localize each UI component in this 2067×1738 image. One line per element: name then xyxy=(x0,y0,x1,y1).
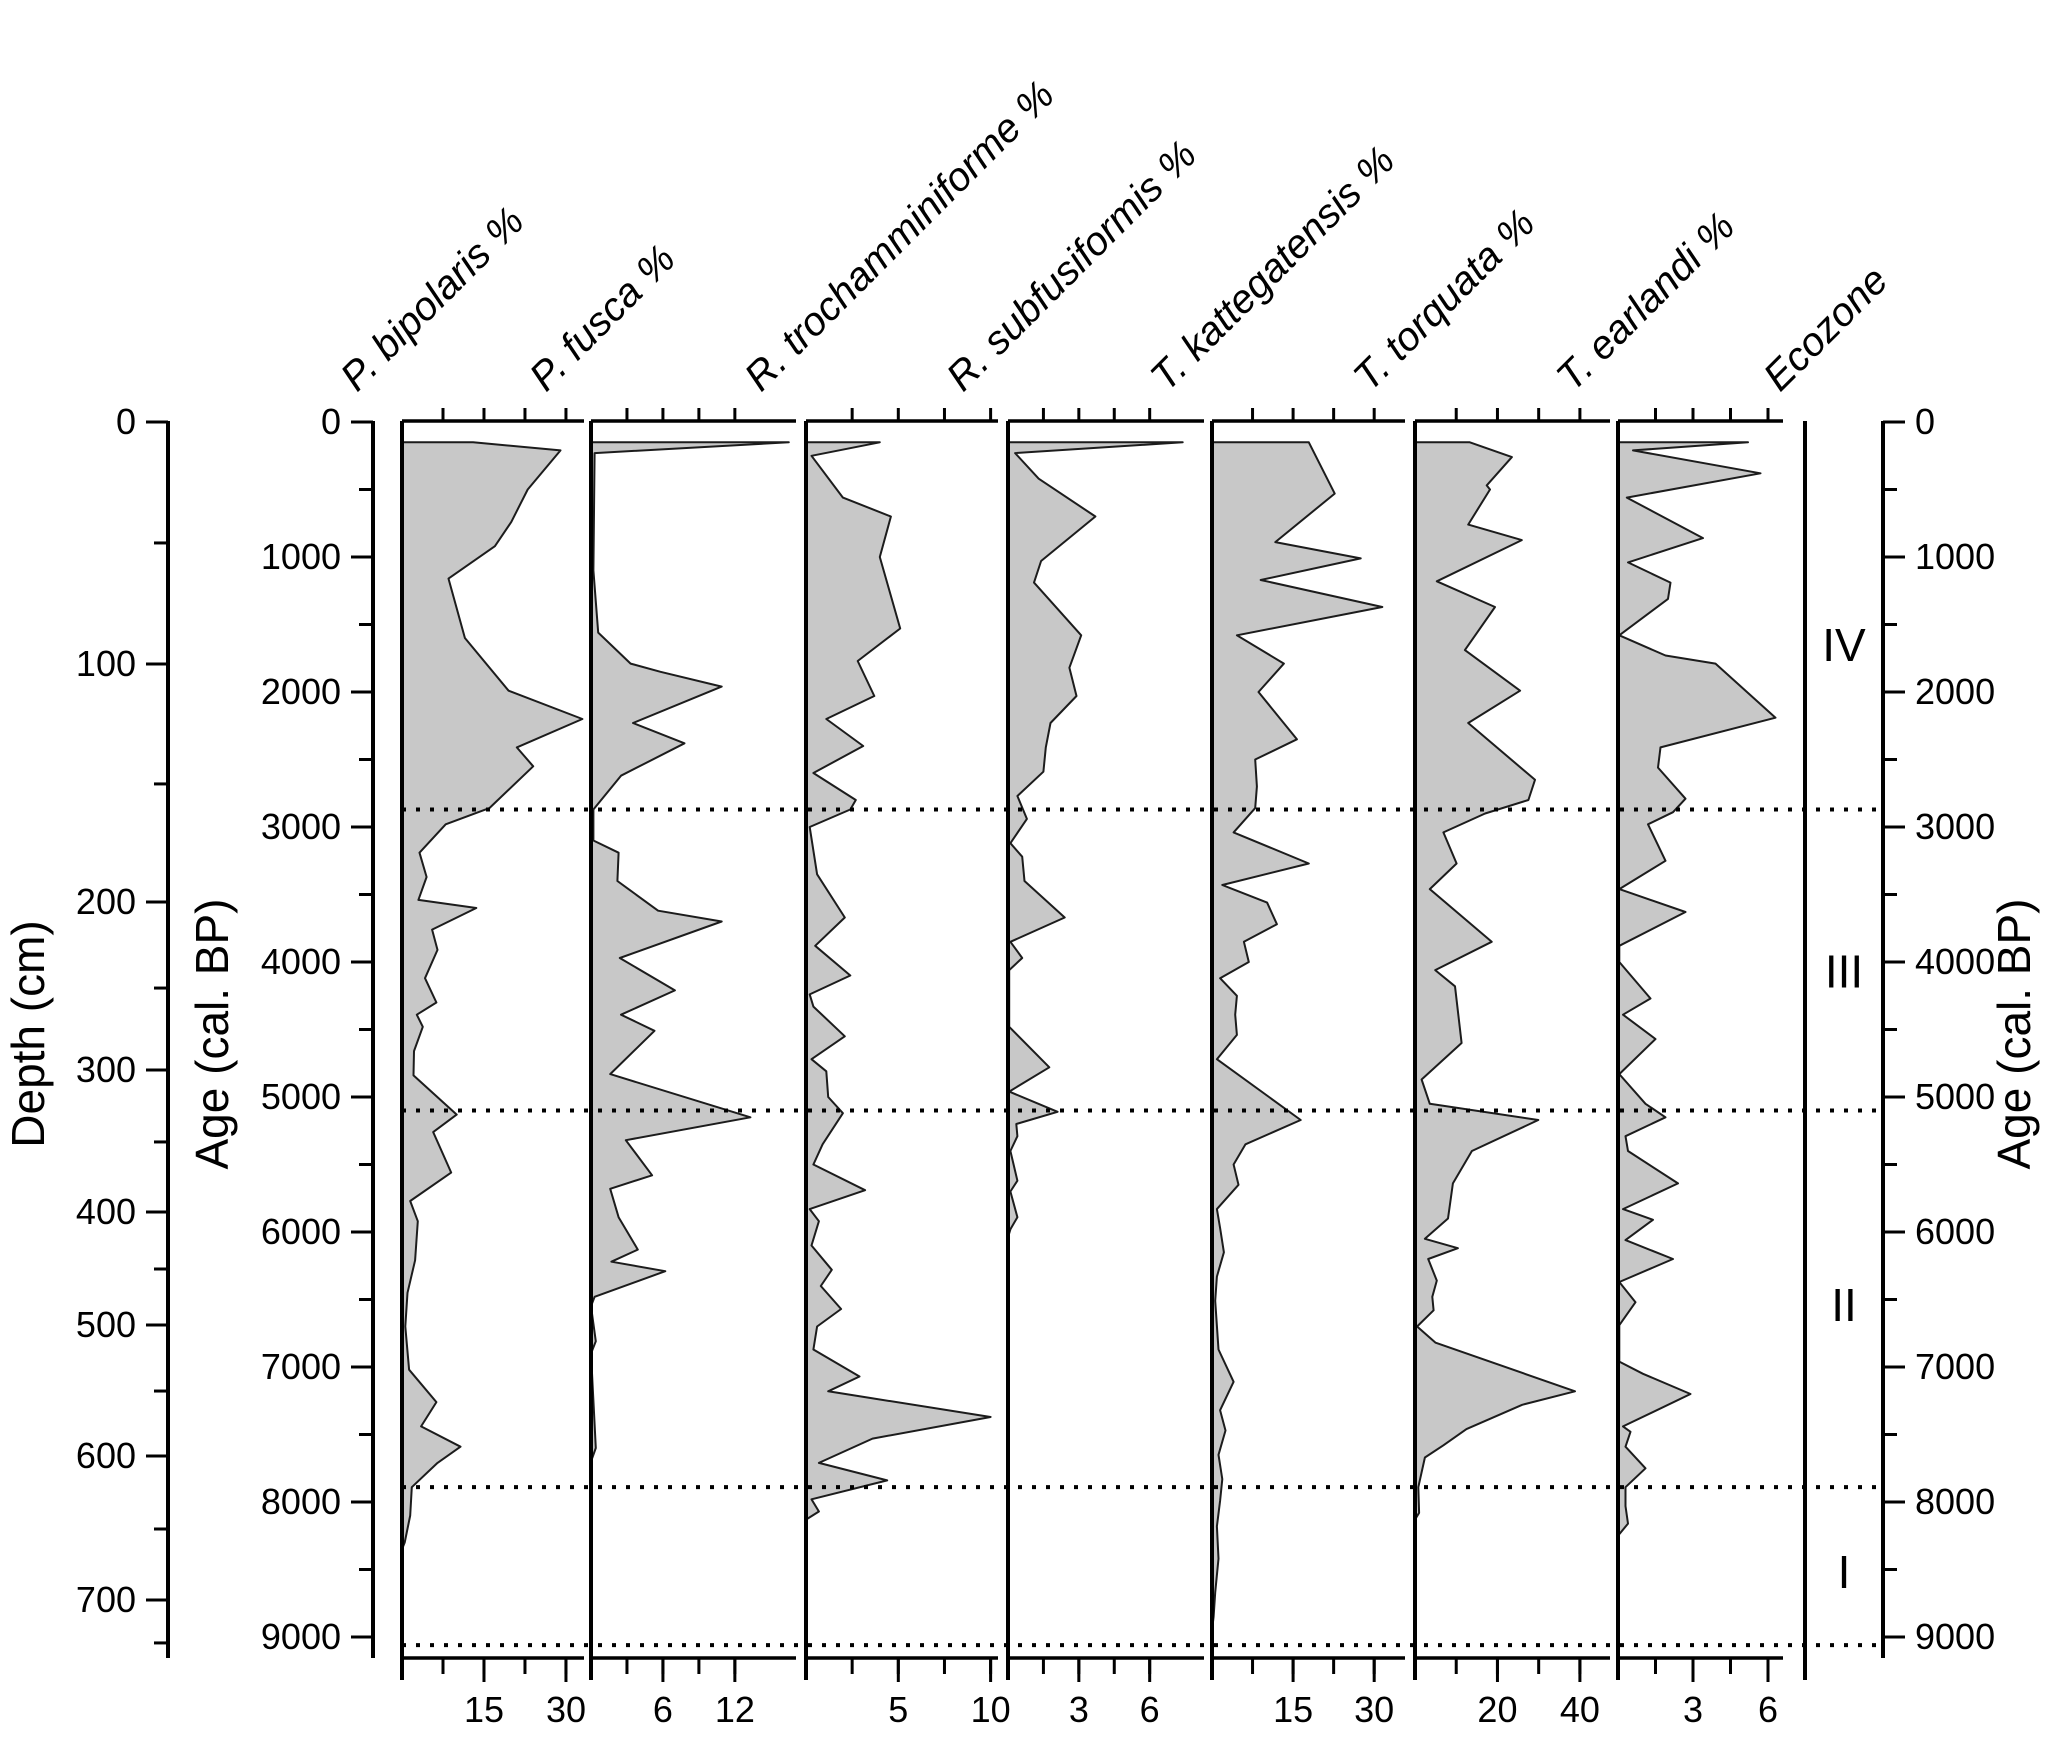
species-header-p-fusca: P. fusca % xyxy=(521,237,684,400)
profile-p-trochamminiforme xyxy=(805,441,992,1521)
age-tick-label-left-9000: 9000 xyxy=(261,1616,341,1657)
ecozone-label-I: I xyxy=(1838,1546,1851,1598)
profile-p-bipolaris xyxy=(401,441,584,1551)
depth-tick-label-700: 700 xyxy=(76,1579,136,1620)
x-tick-label-p-bipolaris-30: 30 xyxy=(546,1689,586,1730)
x-tick-label-p-bipolaris-15: 15 xyxy=(464,1689,504,1730)
age-tick-label-right-9000: 9000 xyxy=(1915,1616,1995,1657)
x-tick-label-p-trochamminiforme-10: 10 xyxy=(971,1689,1011,1730)
profile-p-kattegatensis xyxy=(1211,441,1384,1632)
age-axis-title-left: Age (cal. BP) xyxy=(186,899,238,1170)
species-header-p-bipolaris: P. bipolaris % xyxy=(332,199,532,399)
x-tick-label-p-torquata-40: 40 xyxy=(1560,1689,1600,1730)
age-tick-label-right-0: 0 xyxy=(1915,401,1935,442)
age-axis-right: 0 1000 2000 3000 4000 5000 6000 7000 8000 9000 Age… xyxy=(1881,401,2040,1658)
age-tick-label-left-5000: 5000 xyxy=(261,1076,341,1117)
age-tick-label-left-3000: 3000 xyxy=(261,806,341,847)
profile-p-torquata xyxy=(1414,441,1576,1521)
species-header-p-torquata: T. torquata % xyxy=(1345,201,1543,399)
age-tick-label-left-6000: 6000 xyxy=(261,1211,341,1252)
age-tick-label-left-2000: 2000 xyxy=(261,671,341,712)
panel-p-earlandi: 3 6 T. earlandi % xyxy=(1548,204,1783,1730)
age-tick-label-right-1000: 1000 xyxy=(1915,536,1995,577)
age-tick-label-right-6000: 6000 xyxy=(1915,1211,1995,1252)
age-axis-left: 0 1000 2000 3000 4000 5000 6000 7000 8000 9000 Age… xyxy=(186,401,375,1658)
depth-axis-title: Depth (cm) xyxy=(2,920,54,1147)
age-tick-label-left-1000: 1000 xyxy=(261,536,341,577)
panel-p-torquata: 20 40 T. torquata % xyxy=(1345,201,1610,1730)
age-tick-label-right-3000: 3000 xyxy=(1915,806,1995,847)
x-tick-label-p-subfusiformis-3: 3 xyxy=(1069,1689,1089,1730)
ecozone-header: Ecozone xyxy=(1755,258,1896,399)
age-axis-title-right: Age (cal. BP) xyxy=(1988,899,2040,1170)
panel-p-bipolaris: 15 30 P. bipolaris % xyxy=(332,199,586,1730)
age-tick-label-left-4000: 4000 xyxy=(261,941,341,982)
species-header-p-earlandi: T. earlandi % xyxy=(1548,204,1743,399)
depth-tick-label-500: 500 xyxy=(76,1304,136,1345)
x-tick-label-p-earlandi-3: 3 xyxy=(1683,1689,1703,1730)
age-tick-label-right-5000: 5000 xyxy=(1915,1076,1995,1117)
x-tick-label-p-subfusiformis-6: 6 xyxy=(1140,1689,1160,1730)
ecozone-label-II: II xyxy=(1831,1279,1857,1331)
ecozone-boundaries xyxy=(402,807,1883,1648)
depth-tick-label-600: 600 xyxy=(76,1435,136,1476)
species-profiles xyxy=(401,441,1777,1632)
depth-tick-label-400: 400 xyxy=(76,1191,136,1232)
depth-tick-label-0: 0 xyxy=(116,401,136,442)
age-tick-label-left-0: 0 xyxy=(321,401,341,442)
age-tick-label-left-7000: 7000 xyxy=(261,1346,341,1387)
x-tick-label-p-trochamminiforme-5: 5 xyxy=(888,1689,908,1730)
age-tick-label-right-2000: 2000 xyxy=(1915,671,1995,712)
x-tick-label-p-earlandi-6: 6 xyxy=(1758,1689,1778,1730)
depth-tick-label-200: 200 xyxy=(76,881,136,922)
x-tick-label-p-kattegatensis-15: 15 xyxy=(1273,1689,1313,1730)
depth-axis: 0 100 200 300 400 500 600 700 Depth (cm) xyxy=(2,401,170,1658)
depth-tick-label-100: 100 xyxy=(76,643,136,684)
profile-p-earlandi xyxy=(1617,441,1777,1537)
profile-p-fusca xyxy=(590,441,790,1463)
x-tick-label-p-fusca-12: 12 xyxy=(715,1689,755,1730)
ecozone-label-III: III xyxy=(1825,945,1863,997)
x-tick-label-p-fusca-6: 6 xyxy=(653,1689,673,1730)
age-tick-label-right-4000: 4000 xyxy=(1915,941,1995,982)
x-tick-label-p-kattegatensis-30: 30 xyxy=(1354,1689,1394,1730)
x-tick-label-p-torquata-20: 20 xyxy=(1477,1689,1517,1730)
panel-frames: 15 30P. bipolaris %6 12P. fusca %5 10R. tro… xyxy=(332,73,1783,1730)
profile-p-subfusiformis xyxy=(1007,441,1184,1239)
age-tick-label-right-7000: 7000 xyxy=(1915,1346,1995,1387)
depth-tick-label-300: 300 xyxy=(76,1049,136,1090)
ecozone-label-IV: IV xyxy=(1822,619,1866,671)
age-tick-label-right-8000: 8000 xyxy=(1915,1481,1995,1522)
age-tick-label-left-8000: 8000 xyxy=(261,1481,341,1522)
